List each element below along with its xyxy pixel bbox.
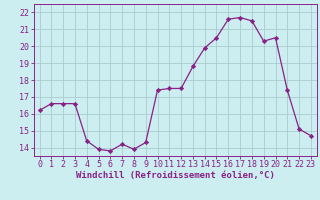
X-axis label: Windchill (Refroidissement éolien,°C): Windchill (Refroidissement éolien,°C) [76, 171, 275, 180]
